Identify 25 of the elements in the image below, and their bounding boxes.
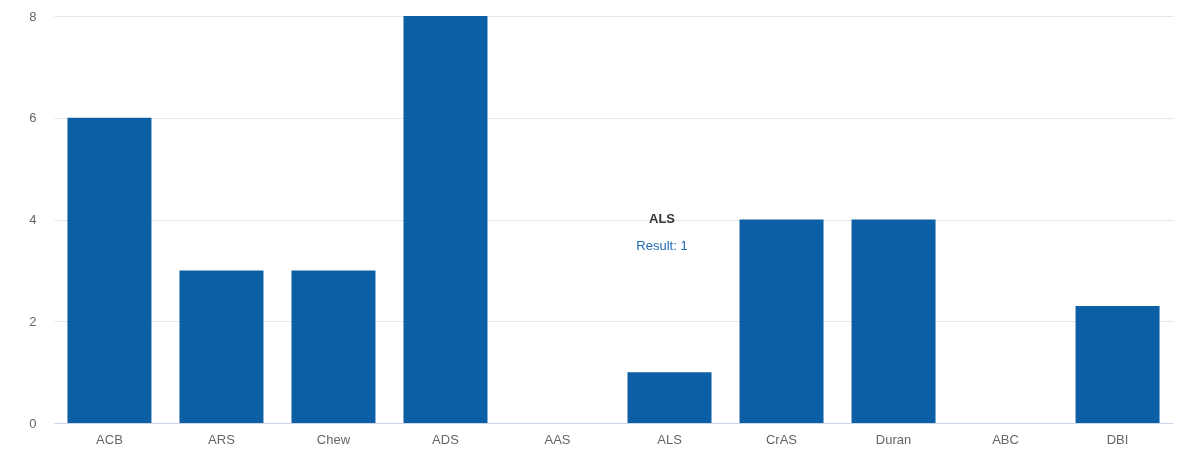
bar (403, 16, 488, 423)
x-tick-label: Duran (875, 431, 912, 447)
x-tick-label: CrAS (765, 431, 798, 447)
bar (1075, 305, 1160, 423)
bar (851, 219, 936, 423)
x-tick-label: ARS (208, 431, 236, 447)
bar (739, 219, 824, 423)
bar (627, 372, 712, 423)
x-tick-label: ABC (992, 431, 1019, 447)
x-tick-label: ACB (96, 431, 123, 447)
y-tick-label: 0 (29, 415, 37, 431)
bar (67, 117, 152, 423)
x-tick-label: ALS (657, 431, 683, 447)
bar (179, 270, 264, 423)
x-tick-label: AAS (544, 431, 571, 447)
x-tick-label: ADS (432, 431, 460, 447)
y-tick-label: 4 (29, 212, 37, 227)
x-tick-label: Chew (316, 431, 351, 447)
annotation: Result: 1 (636, 238, 688, 253)
y-tick-label: 8 (29, 8, 37, 24)
y-tick-label: 6 (29, 110, 37, 126)
annotation: ALS (649, 211, 676, 226)
x-tick-label: DBI (1106, 431, 1129, 447)
y-tick-label: 2 (29, 313, 37, 329)
bar (291, 270, 376, 423)
